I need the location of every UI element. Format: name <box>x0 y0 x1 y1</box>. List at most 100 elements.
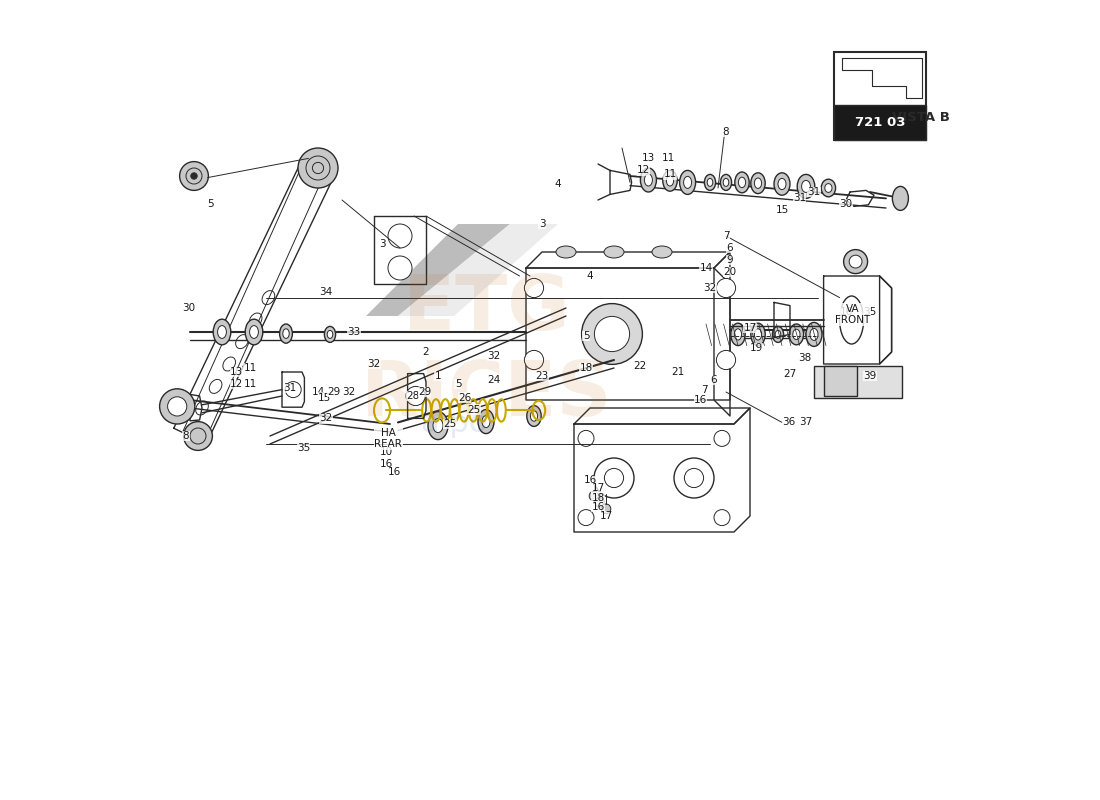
Circle shape <box>525 278 543 298</box>
Text: 9: 9 <box>727 255 734 265</box>
Ellipse shape <box>735 172 749 193</box>
Text: 16: 16 <box>694 395 707 405</box>
Ellipse shape <box>683 176 692 188</box>
Circle shape <box>388 256 412 280</box>
Text: 4: 4 <box>554 179 561 189</box>
Bar <box>834 105 926 140</box>
Text: 12: 12 <box>230 379 243 389</box>
Ellipse shape <box>720 174 732 190</box>
Ellipse shape <box>751 323 766 346</box>
Ellipse shape <box>279 324 293 343</box>
Text: 19: 19 <box>750 343 763 353</box>
Text: 18: 18 <box>580 363 593 373</box>
Text: 6: 6 <box>711 375 717 385</box>
Circle shape <box>595 498 604 507</box>
Ellipse shape <box>652 246 672 258</box>
Text: 23: 23 <box>536 371 549 381</box>
Text: 10: 10 <box>379 447 393 457</box>
Text: 18: 18 <box>592 493 605 502</box>
Text: 34: 34 <box>319 287 332 297</box>
Text: 12: 12 <box>637 166 650 175</box>
Text: 1: 1 <box>434 371 441 381</box>
Text: 11: 11 <box>663 170 676 179</box>
Ellipse shape <box>707 178 713 186</box>
Text: 22: 22 <box>632 361 646 370</box>
Text: 721 03: 721 03 <box>855 116 905 129</box>
Circle shape <box>716 350 736 370</box>
Text: 11: 11 <box>662 153 675 162</box>
Circle shape <box>582 303 642 364</box>
Circle shape <box>184 422 212 450</box>
Text: 14: 14 <box>700 263 713 273</box>
Text: 3: 3 <box>378 239 385 249</box>
Ellipse shape <box>738 177 746 188</box>
Text: 30: 30 <box>839 199 853 209</box>
Circle shape <box>594 316 629 352</box>
Text: 4: 4 <box>586 271 593 281</box>
Ellipse shape <box>283 329 289 338</box>
Text: 16: 16 <box>583 475 596 485</box>
Ellipse shape <box>776 330 781 338</box>
Text: 7: 7 <box>723 231 729 241</box>
Ellipse shape <box>663 170 678 191</box>
Ellipse shape <box>822 179 836 197</box>
Circle shape <box>714 510 730 526</box>
Ellipse shape <box>324 326 336 342</box>
Text: 38: 38 <box>798 353 811 362</box>
Text: 15: 15 <box>776 205 789 214</box>
Ellipse shape <box>218 326 227 338</box>
Ellipse shape <box>751 173 766 194</box>
Circle shape <box>602 504 610 514</box>
Text: 16: 16 <box>379 459 393 469</box>
Text: 32: 32 <box>319 414 332 423</box>
Text: 25: 25 <box>468 405 481 414</box>
Ellipse shape <box>774 173 790 195</box>
Text: 5: 5 <box>583 331 590 341</box>
Ellipse shape <box>640 168 657 192</box>
Ellipse shape <box>723 178 729 186</box>
Text: 24: 24 <box>487 375 500 385</box>
Ellipse shape <box>604 246 624 258</box>
Text: 16: 16 <box>592 502 605 512</box>
Ellipse shape <box>730 323 745 346</box>
Polygon shape <box>366 224 510 316</box>
Ellipse shape <box>213 319 231 345</box>
Text: 17: 17 <box>592 483 605 493</box>
Text: 17: 17 <box>600 511 613 521</box>
Text: 28: 28 <box>406 391 419 401</box>
Text: 16: 16 <box>839 307 853 317</box>
Text: 5: 5 <box>454 379 461 389</box>
Ellipse shape <box>327 330 333 338</box>
Text: 29: 29 <box>328 387 341 397</box>
Text: 32: 32 <box>367 359 381 369</box>
Ellipse shape <box>478 410 494 434</box>
Text: 16: 16 <box>387 467 400 477</box>
Ellipse shape <box>806 322 822 346</box>
Text: 7: 7 <box>701 385 707 394</box>
Circle shape <box>167 397 187 416</box>
Text: 32: 32 <box>487 351 500 361</box>
Text: 25: 25 <box>443 419 456 429</box>
Circle shape <box>849 255 862 268</box>
Ellipse shape <box>793 329 800 339</box>
Text: 17: 17 <box>744 323 757 333</box>
Ellipse shape <box>250 326 258 338</box>
Ellipse shape <box>802 180 811 192</box>
Bar <box>834 52 926 140</box>
Circle shape <box>298 148 338 188</box>
Text: 33: 33 <box>348 327 361 337</box>
Text: a po: a po <box>421 410 487 438</box>
Ellipse shape <box>527 406 541 426</box>
Circle shape <box>388 224 412 248</box>
Ellipse shape <box>667 175 673 186</box>
Ellipse shape <box>772 326 783 342</box>
Text: 8: 8 <box>723 127 729 137</box>
Text: 31: 31 <box>793 194 806 203</box>
Ellipse shape <box>428 411 448 440</box>
Ellipse shape <box>645 174 652 186</box>
Text: 13: 13 <box>641 153 654 162</box>
Polygon shape <box>398 224 558 316</box>
Ellipse shape <box>245 319 263 345</box>
Ellipse shape <box>825 184 832 192</box>
Text: ETG
RICES: ETG RICES <box>361 272 612 432</box>
